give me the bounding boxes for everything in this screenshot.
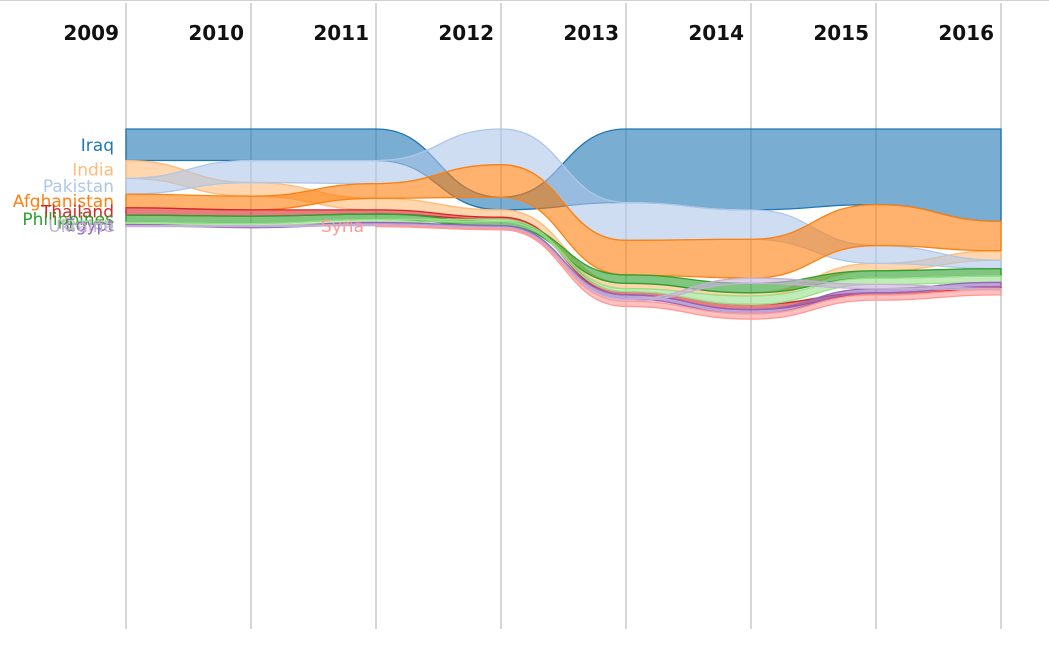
series-label-pakistan: Pakistan: [43, 177, 114, 197]
year-label-2015: 2015: [813, 21, 869, 45]
year-label-2014: 2014: [688, 21, 744, 45]
series-labels: Iraq IndiaPakistanAfghanistanThailandPhil…: [13, 136, 364, 237]
year-label-2016: 2016: [938, 21, 994, 45]
series-afghanistan: [125, 164, 1002, 279]
year-label-2010: 2010: [188, 21, 244, 45]
series-label-egypt: Egypt: [65, 216, 114, 236]
year-label-2009: 2009: [63, 21, 119, 45]
series-syria: [375, 224, 1002, 320]
series-label-iraq: Iraq: [81, 136, 114, 156]
series-label-philippines: Philippines: [22, 210, 114, 230]
year-label-2011: 2011: [313, 21, 369, 45]
band-afghanistan[interactable]: [125, 164, 1002, 279]
band-syria[interactable]: [375, 224, 1002, 320]
year-label-2013: 2013: [563, 21, 619, 45]
series-label-syria: Syria: [321, 217, 364, 237]
series-label-afghanistan: Afghanistan: [13, 192, 114, 212]
series-label-thailand: Thailand: [40, 202, 114, 222]
series-label-ukraine: Ukraine: [48, 217, 114, 237]
year-label-2012: 2012: [438, 21, 494, 45]
series-label-india: India: [72, 160, 114, 180]
series-label-yemen: Yemen: [57, 215, 114, 235]
series-bands: [125, 128, 1002, 320]
year-labels: 2009 2010 2011 2012 2013 2014 2015 2016: [63, 21, 994, 45]
gridlines: [125, 3, 1002, 629]
